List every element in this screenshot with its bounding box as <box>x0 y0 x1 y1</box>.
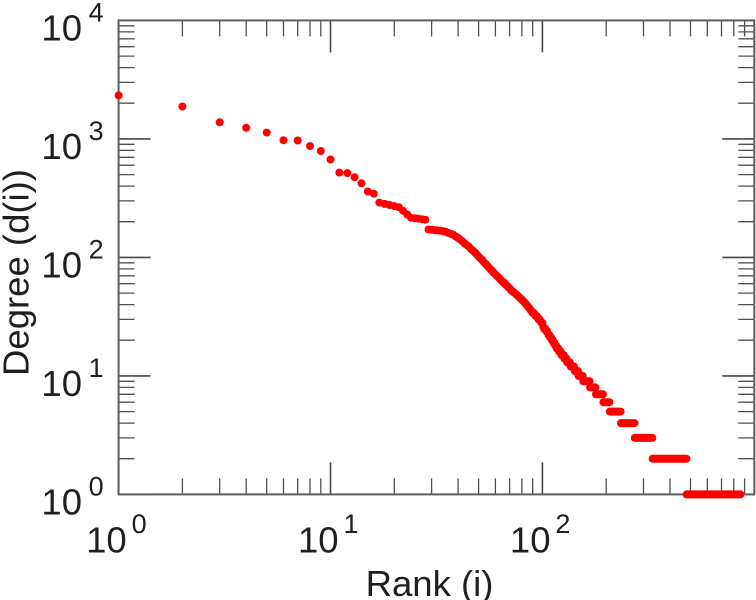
svg-text:1: 1 <box>344 509 359 539</box>
svg-text:10: 10 <box>41 481 82 522</box>
svg-text:4: 4 <box>89 0 104 27</box>
svg-text:2: 2 <box>89 234 104 264</box>
svg-text:0: 0 <box>132 509 147 539</box>
svg-text:10: 10 <box>41 7 82 48</box>
svg-text:10: 10 <box>41 244 82 285</box>
svg-text:10: 10 <box>298 520 339 561</box>
svg-text:Degree (d(i)): Degree (d(i)) <box>0 169 37 376</box>
svg-text:10: 10 <box>510 520 551 561</box>
svg-text:2: 2 <box>555 509 570 539</box>
svg-text:3: 3 <box>89 116 104 146</box>
svg-text:0: 0 <box>89 471 104 501</box>
svg-text:10: 10 <box>86 520 127 561</box>
svg-text:Rank (i): Rank (i) <box>366 563 494 600</box>
svg-text:10: 10 <box>41 363 82 404</box>
svg-text:1: 1 <box>89 353 104 383</box>
svg-text:10: 10 <box>41 126 82 167</box>
